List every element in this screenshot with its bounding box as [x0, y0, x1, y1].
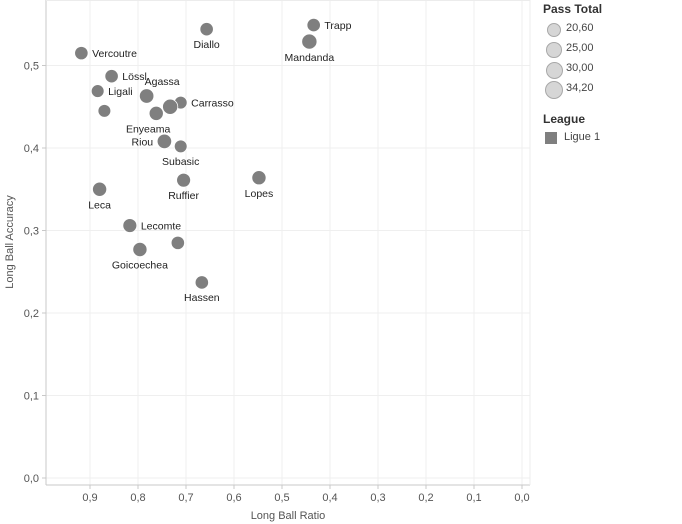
data-points — [74, 17, 321, 290]
scatter-point — [199, 22, 214, 37]
legend: Pass Total 20,60 25,00 30,00 34,20 League L… — [543, 2, 678, 147]
gridlines — [46, 0, 530, 485]
point-label: Subasic — [162, 156, 199, 168]
scatter-point — [92, 181, 108, 197]
x-tick-label: 0,4 — [322, 492, 337, 504]
y-tick-label: 0,1 — [24, 391, 39, 403]
scatter-point — [251, 170, 267, 186]
size-legend-item: 20,60 — [543, 19, 678, 39]
color-legend: League Ligue 1 — [543, 112, 678, 147]
scatter-point — [170, 235, 185, 250]
point-label: Enyeama — [126, 123, 171, 135]
size-legend-items: 20,60 25,00 30,00 34,20 — [543, 19, 678, 99]
point-label: Goicoechea — [112, 260, 168, 272]
point-label: Carrasso — [191, 98, 234, 110]
y-tick-label: 0,2 — [24, 308, 39, 320]
x-tick-label: 0,5 — [274, 492, 289, 504]
scatter-point — [176, 172, 191, 188]
size-legend-item: 34,20 — [543, 79, 678, 99]
point-label: Lopes — [245, 188, 274, 200]
axes — [42, 0, 531, 489]
point-label: Leca — [88, 199, 111, 211]
y-tick-label: 0,3 — [24, 226, 39, 238]
point-label: Ruffier — [168, 190, 199, 202]
scatter-point — [74, 46, 89, 61]
scatter-point — [194, 275, 209, 290]
x-tick-label: 0,8 — [130, 492, 145, 504]
y-tick-label: 0,4 — [24, 143, 39, 155]
point-label: Diallo — [194, 39, 220, 51]
scatter-point — [306, 17, 321, 33]
point-label: Mandanda — [285, 52, 335, 64]
x-tick-label: 0,7 — [178, 492, 193, 504]
size-legend-circle — [544, 80, 563, 99]
scatter-point — [156, 133, 173, 150]
size-legend-label: 20,60 — [566, 22, 594, 34]
scatter-point — [173, 139, 188, 154]
x-tick-label: 0,3 — [370, 492, 385, 504]
point-label: Lössl — [122, 71, 147, 83]
x-axis-title: Long Ball Ratio — [251, 510, 326, 522]
point-label: Agassa — [145, 76, 180, 88]
size-legend-circle — [546, 42, 562, 58]
size-legend-title: Pass Total — [543, 2, 603, 16]
x-tick-label: 0,9 — [82, 492, 97, 504]
size-legend-item: 25,00 — [543, 39, 678, 59]
x-tick-label: 0,1 — [466, 492, 481, 504]
size-legend-label: 30,00 — [566, 62, 594, 74]
y-axis-title: Long Ball Accuracy — [4, 195, 16, 289]
scatter-point — [148, 105, 164, 121]
scatter-point — [162, 98, 179, 115]
size-legend-circle — [546, 22, 562, 38]
scatter-point — [132, 241, 148, 257]
size-legend-circle — [545, 61, 563, 79]
x-tick-label: 0,0 — [514, 492, 529, 504]
x-tick-label: 0,6 — [226, 492, 241, 504]
color-legend-label: Ligue 1 — [564, 131, 601, 143]
color-legend-item: Ligue 1 — [543, 129, 678, 147]
scatter-point — [301, 33, 318, 50]
point-label: Lecomte — [141, 221, 181, 233]
scatter-point — [138, 88, 155, 104]
y-tick-label: 0,0 — [24, 473, 39, 485]
y-tick-label: 0,5 — [24, 61, 39, 73]
scatter-point — [122, 218, 138, 233]
scatter-point — [90, 84, 105, 98]
point-label: Riou — [132, 136, 154, 148]
point-label: Ligali — [108, 86, 133, 98]
scatter-point — [97, 104, 112, 118]
color-legend-items: Ligue 1 — [543, 129, 678, 147]
color-legend-title: League — [543, 112, 586, 126]
scatter-point — [104, 69, 119, 84]
size-legend-label: 34,20 — [566, 82, 594, 94]
point-label: Hassen — [184, 292, 220, 304]
point-label: Trapp — [324, 20, 351, 32]
point-label: Vercoutre — [92, 48, 137, 60]
x-tick-label: 0,2 — [418, 492, 433, 504]
tick-labels: 0,9 0,8 0,7 0,6 0,5 0,4 0,3 0,2 0,1 0,0 0,0 0,1 0,2 0… — [24, 61, 530, 505]
size-legend-label: 25,00 — [566, 42, 594, 54]
color-legend-swatch — [545, 132, 557, 144]
size-legend-item: 30,00 — [543, 59, 678, 79]
